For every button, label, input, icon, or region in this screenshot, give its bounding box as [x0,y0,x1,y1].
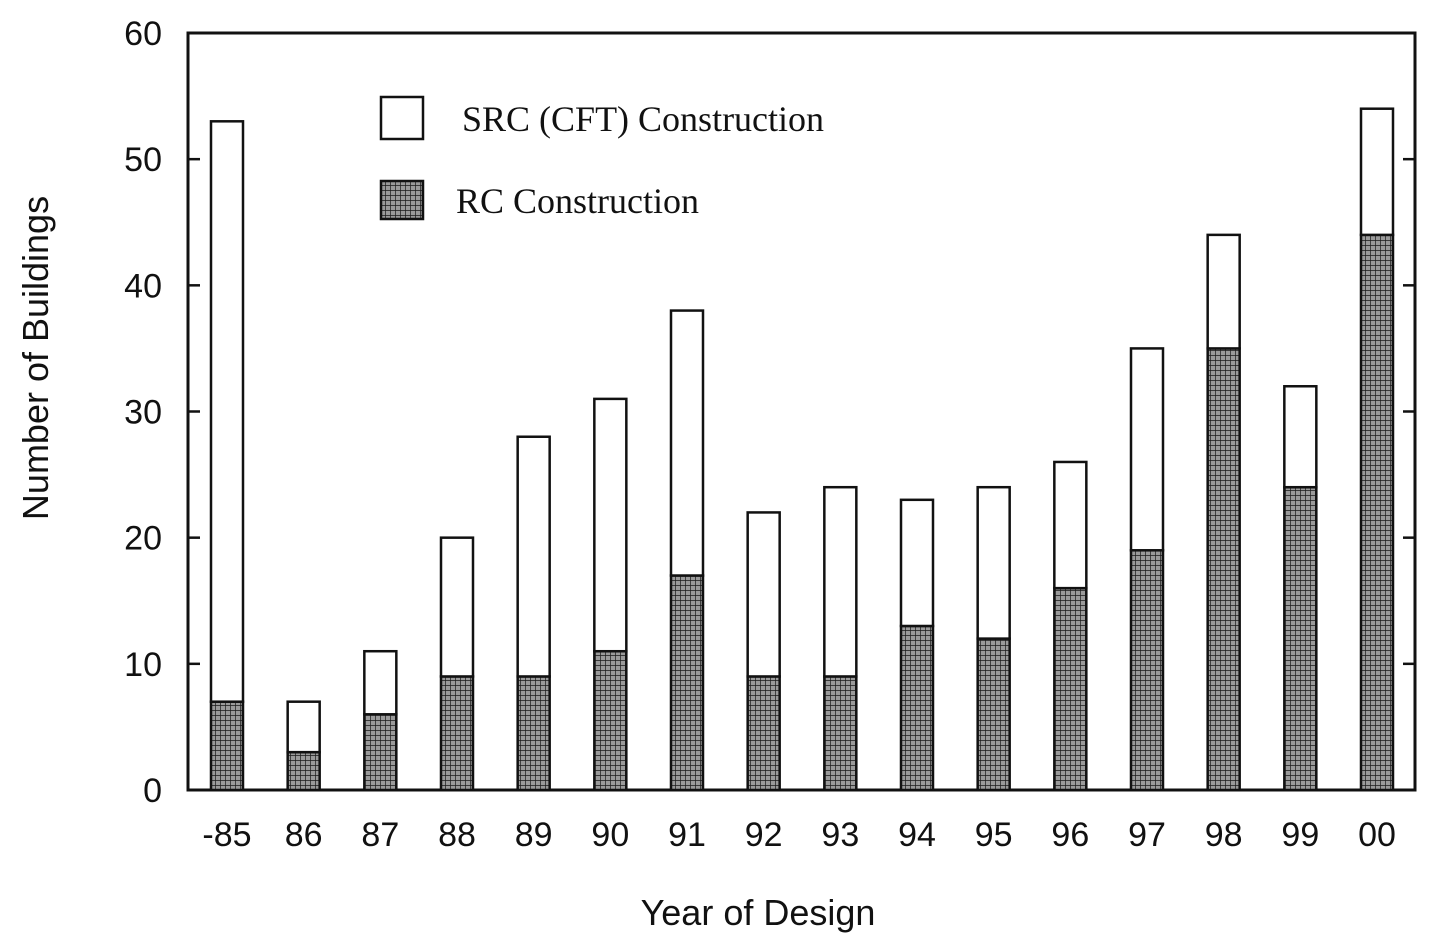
bar-src-95 [976,485,1011,640]
legend-swatch-rc [379,179,425,221]
y-tick-label: 40 [124,267,162,305]
x-tick-label: 86 [285,816,323,854]
x-tick-label: 96 [1051,816,1089,854]
bar-src-89 [516,435,551,678]
y-tick-label: 50 [124,141,162,179]
bar-src-86 [286,700,321,754]
bar-src-93 [823,485,858,678]
y-axis-ticks [188,31,1415,792]
x-tick-label: 90 [591,816,629,854]
y-tick-label: 30 [124,394,162,432]
bar-rc-91 [669,574,705,792]
x-axis-title: Year of Design [641,892,876,933]
x-tick-label: 00 [1358,816,1396,854]
bar-src-87 [363,649,398,716]
x-tick-label: 93 [821,816,859,854]
bar-rc-99 [1283,485,1318,792]
bar-src-97 [1129,347,1165,552]
bar-src-91 [669,309,705,577]
bar-rc-92 [746,675,781,792]
bar-rc-88 [439,675,475,792]
bar-rc-96 [1053,586,1088,792]
x-tick-label: 91 [668,816,706,854]
y-tick-label: 0 [143,772,162,810]
bar-rc-89 [516,675,551,792]
bar-rc-87 [363,713,398,792]
x-tick-label: 94 [898,816,936,854]
x-tick-label: 89 [515,816,553,854]
bar-rc--85 [209,700,245,792]
legend: SRC (CFT) Construction RC Construction [379,95,824,221]
x-tick-label: 97 [1128,816,1166,854]
bar-rc-00 [1359,233,1395,792]
bar-rc-95 [976,637,1011,792]
bar-src--85 [209,120,245,703]
bar-rc-90 [593,649,628,792]
x-tick-label: 88 [438,816,476,854]
bar-src-88 [439,536,475,678]
bar-src-98 [1206,233,1241,350]
bar-src-90 [593,397,628,653]
y-axis-title: Number of Buildings [15,196,56,520]
bar-rc-86 [286,750,321,792]
bar-src-00 [1359,107,1395,237]
y-tick-label: 20 [124,520,162,558]
y-tick-label: 60 [124,15,162,53]
bar-rc-98 [1206,347,1241,792]
x-tick-label: 98 [1205,816,1243,854]
bar-rc-97 [1129,549,1165,792]
bar-rc-93 [823,675,858,792]
bar-src-96 [1053,460,1088,590]
x-tick-label: 92 [745,816,783,854]
bar-src-94 [899,498,935,628]
bar-src-99 [1283,385,1318,489]
legend-label-src: SRC (CFT) Construction [462,99,824,139]
legend-label-rc: RC Construction [456,181,699,221]
x-tick-label: 99 [1281,816,1319,854]
x-tick-label: -85 [202,816,251,854]
bar-rc-94 [899,624,935,792]
x-tick-label: 95 [975,816,1013,854]
legend-swatch-src [379,95,425,141]
x-tick-label: 87 [361,816,399,854]
y-tick-label: 10 [124,646,162,684]
bar-src-92 [746,511,781,678]
bars [209,107,1395,792]
y-axis-tick-labels: 0 10 20 30 40 50 60 [124,15,162,810]
x-axis-tick-labels: -85 86 87 88 89 90 91 92 93 94 95 96 97 98 99 00 [202,816,1395,854]
